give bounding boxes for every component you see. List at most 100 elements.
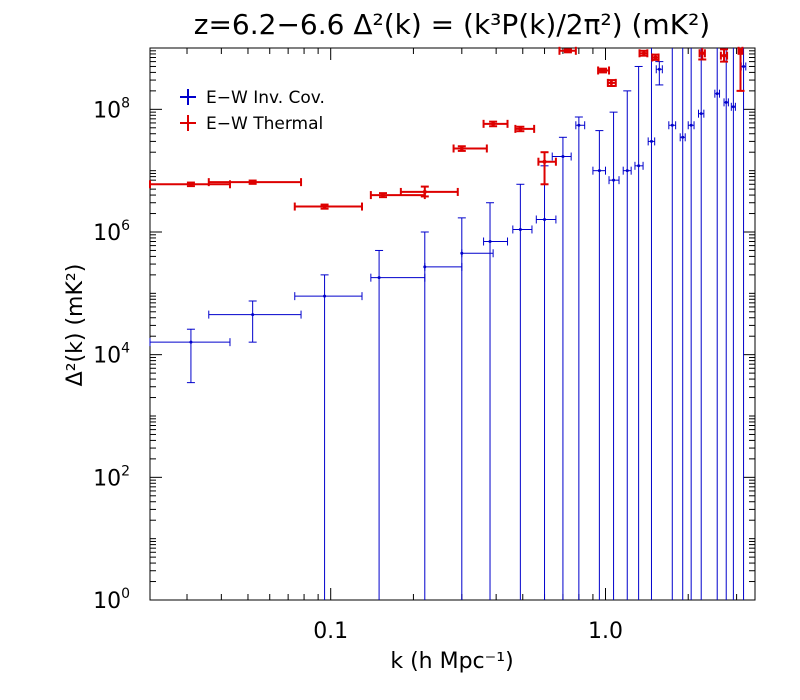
point-marker	[459, 146, 464, 151]
series-thermal	[149, 46, 745, 211]
data-point	[740, 48, 747, 600]
data-point	[483, 202, 509, 600]
data-point	[149, 328, 231, 384]
point-marker	[561, 155, 565, 159]
data-point	[452, 144, 488, 153]
point-marker	[542, 159, 547, 164]
data-point	[679, 48, 686, 600]
data-point	[399, 185, 459, 198]
point-marker	[251, 313, 255, 317]
data-point	[714, 48, 721, 600]
point-marker	[543, 217, 547, 221]
data-point	[370, 249, 426, 600]
data-point	[638, 49, 649, 58]
legend-label: E−W Inv. Cov.	[206, 88, 325, 108]
point-marker	[597, 169, 601, 173]
point-marker	[641, 51, 646, 56]
plot-frame	[149, 47, 756, 601]
data-point	[668, 48, 677, 600]
data-point	[457, 217, 494, 600]
x-tick-label: 1.0	[588, 619, 623, 644]
point-marker	[323, 294, 327, 298]
data-point	[551, 136, 572, 600]
plot-border	[149, 47, 756, 601]
data-point	[730, 48, 736, 600]
point-marker	[250, 180, 255, 185]
x-axis-label: k (h Mpc⁻¹)	[390, 649, 513, 674]
data-point	[592, 130, 606, 600]
chart-title: z=6.2−6.6 Δ²(k) = (k³P(k)/2π²) (mK²)	[194, 8, 710, 41]
point-marker	[653, 55, 658, 60]
y-axis: 100 102 104 106 108	[93, 47, 755, 614]
point-marker	[657, 67, 661, 71]
point-marker	[724, 100, 728, 104]
data-point	[606, 78, 617, 88]
data-point	[482, 119, 509, 128]
data-point	[208, 300, 302, 343]
point-marker	[722, 53, 727, 58]
data-point	[293, 202, 364, 211]
point-marker	[491, 121, 496, 126]
point-marker	[738, 48, 743, 53]
data-point	[687, 48, 695, 600]
series-inv-cov	[149, 48, 747, 600]
data-point	[655, 61, 664, 86]
y-tick-label: 102	[93, 463, 130, 491]
point-marker	[565, 48, 570, 53]
y-tick-label: 106	[93, 218, 130, 246]
legend-item: E−W Thermal	[180, 114, 323, 134]
point-marker	[715, 92, 719, 96]
point-marker	[649, 139, 653, 143]
data-point	[634, 65, 644, 600]
data-point	[420, 231, 463, 600]
point-marker	[189, 340, 193, 344]
point-marker	[625, 169, 629, 173]
chart-title-group: z=6.2−6.6 Δ²(k) = (k³P(k)/2π²) (mK²)	[194, 8, 710, 41]
point-marker	[699, 112, 703, 116]
series-layer	[149, 46, 747, 600]
legend-item: E−W Inv. Cov.	[180, 88, 325, 108]
data-point	[574, 116, 586, 600]
y-tick-label: 108	[93, 95, 130, 123]
point-marker	[381, 193, 386, 198]
data-point	[736, 46, 745, 92]
data-point	[597, 66, 611, 75]
point-marker	[460, 251, 464, 255]
legend: E−W Inv. Cov. E−W Thermal	[180, 88, 325, 134]
data-point	[698, 48, 707, 61]
point-marker	[601, 68, 606, 73]
point-marker	[377, 276, 381, 280]
legend-label: E−W Thermal	[206, 114, 323, 134]
point-marker	[742, 64, 746, 68]
data-point	[719, 48, 729, 63]
point-marker	[322, 204, 327, 209]
data-point	[647, 48, 656, 600]
point-marker	[731, 105, 735, 109]
point-marker	[681, 135, 685, 139]
y-axis-label: Δ²(k) (mK²)	[63, 264, 88, 387]
data-point	[514, 124, 536, 133]
point-marker	[488, 240, 492, 244]
point-marker	[612, 178, 616, 182]
data-point	[651, 53, 660, 62]
point-marker	[518, 126, 523, 131]
x-tick-label: 0.1	[313, 619, 348, 644]
point-marker	[700, 51, 705, 56]
data-point	[558, 46, 577, 55]
point-marker	[670, 123, 674, 127]
point-marker	[422, 189, 427, 194]
point-marker	[577, 123, 581, 127]
point-marker	[689, 123, 693, 127]
data-point	[537, 151, 557, 186]
point-marker	[423, 265, 427, 269]
y-tick-label: 104	[93, 341, 130, 369]
axis-labels: k (h Mpc⁻¹) Δ²(k) (mK²)	[63, 264, 514, 674]
x-axis: 0.1 1.0	[186, 48, 738, 644]
point-marker	[518, 227, 522, 231]
point-marker	[637, 164, 641, 168]
data-point	[622, 90, 632, 600]
y-tick-label: 100	[93, 586, 130, 614]
data-point	[697, 48, 705, 600]
point-marker	[609, 80, 614, 85]
